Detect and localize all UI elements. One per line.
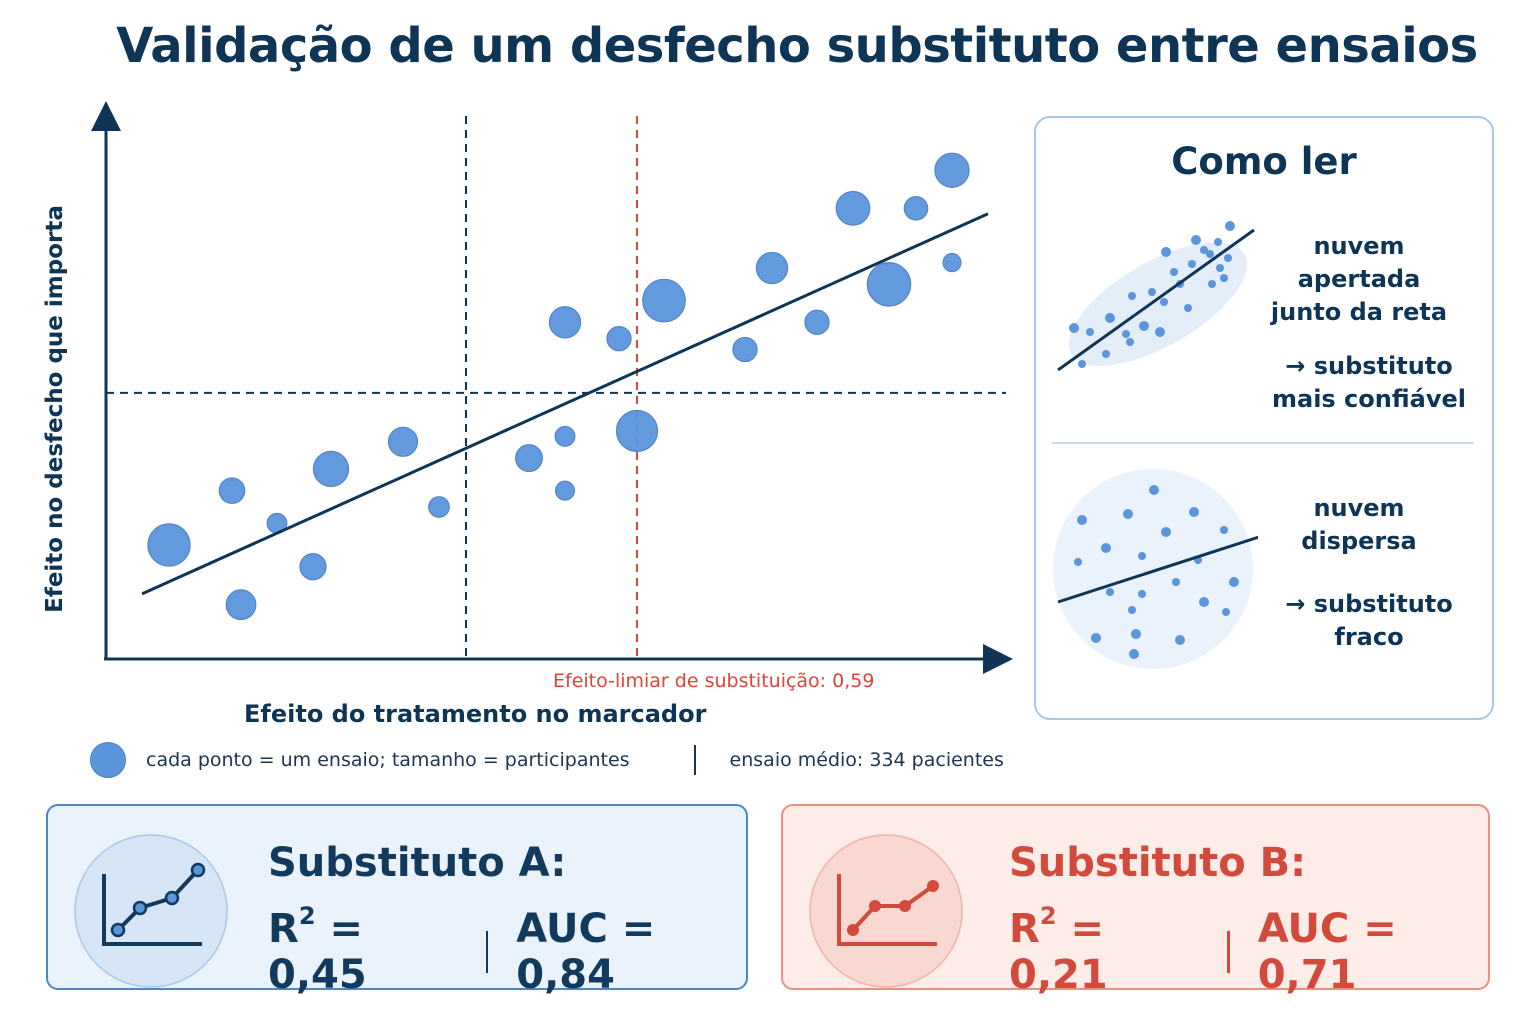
surrogate-b-stats: R2 = 0,21 AUC = 0,71 — [1009, 902, 1488, 998]
loose-cloud-desc: nuvem dispersa — [1301, 494, 1417, 555]
surrogate-a-card: Substituto A: R2 = 0,45 AUC = 0,84 — [46, 804, 748, 998]
chart-legend: cada ponto = um ensaio; tamanho = partic… — [90, 742, 1004, 778]
r2-superscript: 2 — [1039, 902, 1057, 930]
data-point-5 — [299, 553, 327, 581]
r2-value: = 0,45 — [268, 906, 367, 998]
data-point-7 — [387, 426, 419, 457]
data-point-22 — [942, 253, 962, 273]
data-point-19 — [835, 190, 871, 226]
x-axis-label: Efeito do tratamento no marcador — [244, 700, 707, 728]
data-point-6 — [312, 450, 350, 488]
data-point-23 — [934, 152, 970, 188]
data-point-17 — [755, 251, 789, 285]
data-point-1 — [147, 523, 191, 567]
page-title: Validação de um desfecho substituto entr… — [116, 18, 1478, 74]
line-chart-icon — [74, 834, 228, 988]
tight-cloud-result: → substituto mais confiável — [1271, 352, 1466, 413]
data-point-21 — [903, 195, 929, 221]
how-to-read-panel: Como ler nuvem apertada junto da reta → … — [1034, 116, 1494, 720]
legend-point-text: cada ponto = um ensaio; tamanho = partic… — [146, 749, 630, 771]
loose-cloud-icon — [1053, 469, 1258, 669]
data-point-18 — [804, 309, 830, 336]
surrogate-a-r2: R2 = 0,45 — [268, 902, 458, 998]
r2-value: = 0,21 — [1009, 906, 1108, 998]
data-point-10 — [554, 425, 576, 447]
surrogate-a-auc: AUC = 0,84 — [516, 906, 656, 998]
line-chart-icon — [809, 834, 963, 988]
regression-line — [141, 212, 989, 596]
y-axis-label: Efeito no desfecho que importa — [42, 205, 68, 613]
data-point-11 — [554, 480, 576, 501]
scatter-chart — [91, 101, 1013, 674]
surrogate-b-auc: AUC = 0,71 — [1257, 906, 1397, 998]
stats-separator — [1226, 931, 1230, 973]
surrogate-a-stats: R2 = 0,45 AUC = 0,84 — [268, 902, 746, 998]
data-point-20 — [866, 262, 912, 307]
r2-label: R — [1009, 906, 1040, 952]
tight-cloud-desc: nuvem apertada junto da reta — [1270, 232, 1448, 326]
data-point-8 — [428, 496, 450, 518]
legend-dot-icon — [90, 742, 126, 778]
legend-mean-text: ensaio médio: 334 pacientes — [729, 749, 1004, 771]
r2-label: R — [268, 906, 299, 952]
loose-cloud-result: → substituto fraco — [1285, 590, 1453, 651]
panel-divider — [1052, 442, 1474, 444]
data-point-14 — [615, 409, 659, 453]
r2-superscript: 2 — [298, 902, 316, 930]
data-point-9 — [515, 444, 543, 473]
how-to-read-title: Como ler — [1171, 140, 1357, 183]
data-point-16 — [732, 336, 758, 363]
stats-separator — [485, 931, 489, 973]
data-point-12 — [548, 306, 582, 339]
tight-cloud-icon — [1057, 221, 1255, 372]
legend-separator — [693, 745, 696, 775]
surrogate-a-name: Substituto A: — [268, 840, 567, 886]
surrogate-b-name: Substituto B: — [1009, 840, 1307, 886]
data-point-3 — [225, 589, 257, 621]
data-point-15 — [642, 278, 686, 323]
data-point-13 — [606, 325, 632, 352]
data-point-2 — [218, 477, 246, 504]
threshold-label: Efeito-limiar de substituição: 0,59 — [553, 670, 875, 692]
surrogate-b-r2: R2 = 0,21 — [1009, 902, 1199, 998]
surrogate-b-card: Substituto B: R2 = 0,21 AUC = 0,71 — [781, 804, 1490, 998]
